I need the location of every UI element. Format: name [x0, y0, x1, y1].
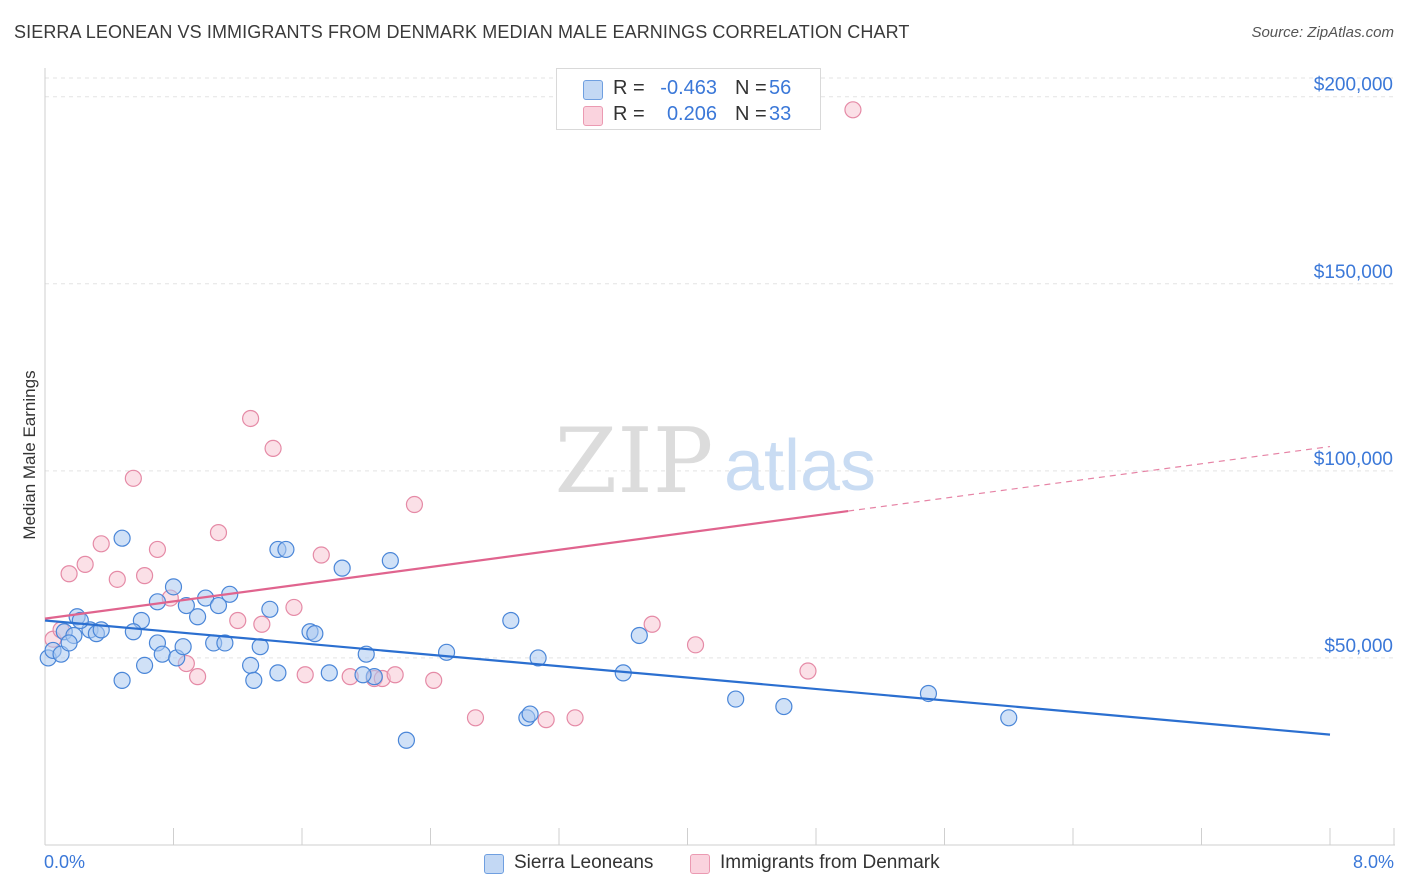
denmark-point — [148, 540, 167, 559]
sierra-leonean-point — [177, 596, 195, 615]
trend-line-denmark-extension — [848, 445, 1331, 512]
correlation-legend: R = -0.463 N = 56 R = 0.206 N = 33 — [556, 68, 821, 130]
sierra-leonean-point — [153, 645, 171, 663]
y-tick-label: $200,000 — [1314, 75, 1393, 96]
sierra-leonean-point — [60, 634, 78, 652]
denmark-point — [405, 495, 424, 514]
trend-lines — [44, 445, 1331, 736]
sierra-leonean-point — [381, 552, 399, 570]
sierra-leonean-point — [124, 623, 142, 641]
legend-r-label: R = — [613, 77, 645, 99]
denmark-point — [844, 101, 862, 119]
denmark-point — [209, 523, 228, 542]
denmark-point — [253, 615, 271, 633]
sierra-leonean-point — [333, 559, 351, 577]
denmark-point — [799, 662, 817, 680]
sierra-leonean-point — [261, 600, 279, 618]
denmark-point — [466, 709, 485, 727]
sierra-leonean-point — [437, 643, 456, 661]
sierra-leonean-point — [1000, 709, 1018, 727]
grid-lines — [45, 77, 1395, 659]
watermark-atlas: atlas — [724, 426, 876, 506]
trend-line-denmark — [44, 509, 849, 620]
denmark-point — [188, 668, 207, 686]
bottom-legend-swatch-blue — [484, 854, 504, 874]
y-tick-labels: $50,000 $100,000 $150,000 $200,000 — [1314, 75, 1393, 657]
sierra-leonean-point — [502, 611, 520, 630]
legend-r-label: R = — [613, 103, 645, 125]
bottom-legend-label: Immigrants from Denmark — [720, 852, 940, 873]
denmark-point — [312, 546, 330, 564]
x-tick-max: 8.0% — [1352, 852, 1394, 872]
denmark-point — [566, 709, 584, 727]
bottom-legend-swatch-pink — [690, 854, 710, 874]
watermark: ZIP atlas — [555, 409, 876, 514]
sierra-leonean-point — [397, 731, 416, 749]
denmark-point — [108, 570, 126, 588]
watermark-zip: ZIP — [555, 409, 714, 514]
trend-line-sierra-leoneans — [44, 619, 1331, 736]
bottom-legend-label: Sierra Leoneans — [514, 852, 654, 873]
sierra-leonean-point — [630, 626, 648, 645]
source-credit: Source: ZipAtlas.com — [1251, 24, 1394, 41]
denmark-point — [686, 636, 705, 654]
sierra-leonean-point — [245, 671, 263, 689]
denmark-point — [285, 598, 303, 617]
denmark-point — [60, 565, 78, 583]
x-tick-min: 0.0% — [44, 852, 86, 872]
sierra-leonean-point — [919, 684, 938, 703]
legend-swatch-blue — [583, 80, 603, 100]
legend-swatch-pink — [583, 106, 603, 126]
sierra-leonean-point — [269, 664, 287, 682]
denmark-point — [643, 615, 661, 633]
y-tick-label: $100,000 — [1314, 449, 1393, 470]
sierra-leonean-point — [188, 608, 207, 626]
sierra-leonean-point — [529, 649, 547, 667]
sierra-leonean-point — [727, 690, 745, 708]
legend-n-value: 56 — [769, 77, 792, 99]
denmark-point — [229, 611, 247, 630]
denmark-point — [242, 409, 260, 428]
sierra-leonean-point — [354, 666, 372, 684]
y-tick-label: $150,000 — [1314, 262, 1393, 283]
sierra-leonean-point — [216, 634, 234, 652]
sierra-leonean-point — [306, 625, 324, 643]
axes — [44, 68, 1395, 846]
sierra-leonean-point — [277, 540, 295, 559]
denmark-point — [124, 469, 142, 487]
legend-r-value: 0.206 — [666, 103, 717, 125]
chart-title: SIERRA LEONEAN VS IMMIGRANTS FROM DENMAR… — [14, 22, 910, 42]
denmark-point — [296, 666, 314, 684]
sierra-leonean-point — [135, 656, 154, 675]
sierra-leonean-point — [164, 578, 183, 596]
sierra-leonean-point — [174, 638, 192, 656]
sierra-leonean-point — [209, 596, 228, 615]
sierra-leonean-point — [242, 656, 260, 675]
legend-n-value: 33 — [769, 103, 792, 125]
denmark-point — [425, 671, 443, 689]
series-sierra-leonean-points — [39, 529, 1018, 749]
denmark-point — [76, 555, 94, 573]
legend-n-label: N = — [735, 77, 767, 99]
legend-r-value: -0.463 — [660, 77, 717, 99]
denmark-point — [386, 666, 404, 684]
sierra-leonean-point — [775, 697, 793, 716]
legend-n-label: N = — [735, 103, 767, 125]
denmark-point — [264, 439, 282, 458]
sierra-leonean-point — [113, 529, 131, 547]
sierra-leonean-point — [521, 705, 539, 723]
sierra-leonean-point — [113, 671, 131, 689]
denmark-point — [537, 711, 555, 729]
denmark-point — [92, 535, 110, 553]
denmark-point — [135, 567, 154, 585]
series-denmark-points — [44, 101, 862, 729]
sierra-leonean-point — [320, 664, 338, 682]
y-tick-label: $50,000 — [1324, 636, 1393, 657]
